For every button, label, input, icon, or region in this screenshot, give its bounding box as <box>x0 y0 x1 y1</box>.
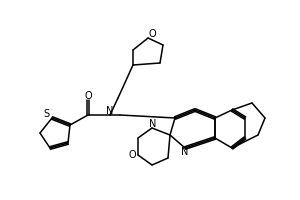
Text: O: O <box>148 29 156 39</box>
Text: O: O <box>128 150 136 160</box>
Text: N: N <box>106 106 114 116</box>
Text: N: N <box>149 119 157 129</box>
Text: S: S <box>43 109 49 119</box>
Text: N: N <box>181 147 189 157</box>
Text: O: O <box>84 91 92 101</box>
